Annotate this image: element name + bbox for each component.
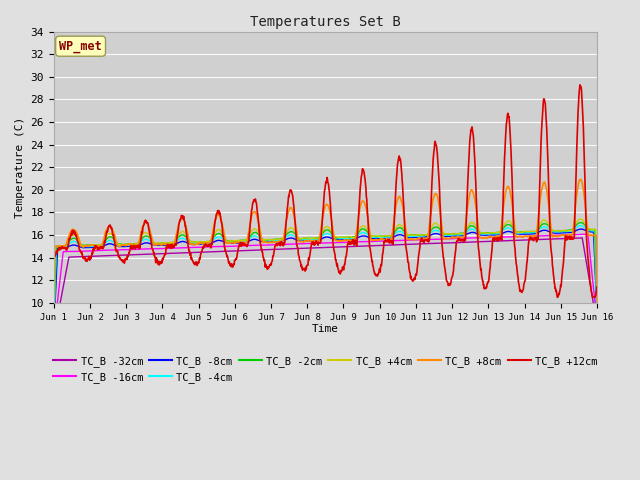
- TC_B -16cm: [410, 237, 417, 243]
- TC_B -2cm: [157, 240, 165, 246]
- TC_B +12cm: [171, 242, 179, 248]
- TC_B +8cm: [171, 240, 179, 245]
- TC_B +8cm: [529, 233, 536, 239]
- TC_B +12cm: [576, 82, 584, 88]
- TC_B -8cm: [529, 231, 536, 237]
- TC_B -16cm: [584, 231, 592, 237]
- TC_B -8cm: [157, 242, 165, 248]
- TC_B +4cm: [529, 228, 536, 234]
- TC_B -16cm: [157, 246, 165, 252]
- TC_B +12cm: [529, 235, 536, 241]
- TC_B -4cm: [593, 314, 601, 320]
- TC_B -4cm: [157, 241, 165, 247]
- TC_B -16cm: [593, 319, 601, 324]
- TC_B +12cm: [232, 256, 239, 262]
- TC_B +12cm: [157, 258, 165, 264]
- TC_B -8cm: [50, 329, 58, 335]
- TC_B -2cm: [481, 230, 488, 236]
- TC_B +12cm: [554, 294, 561, 300]
- TC_B -8cm: [232, 240, 239, 246]
- TC_B +4cm: [171, 239, 179, 245]
- TC_B -32cm: [171, 250, 179, 256]
- TC_B +12cm: [481, 285, 488, 291]
- TC_B -4cm: [577, 223, 584, 228]
- TC_B -32cm: [579, 235, 586, 241]
- TC_B +12cm: [50, 254, 58, 260]
- TC_B -4cm: [481, 231, 488, 237]
- TC_B +4cm: [593, 297, 601, 302]
- Line: TC_B -8cm: TC_B -8cm: [54, 229, 597, 332]
- TC_B -8cm: [481, 232, 488, 238]
- TC_B -4cm: [171, 240, 179, 246]
- TC_B -4cm: [232, 239, 239, 245]
- TC_B -8cm: [171, 241, 179, 247]
- Line: TC_B +12cm: TC_B +12cm: [54, 85, 597, 297]
- TC_B +12cm: [593, 284, 601, 290]
- TC_B -16cm: [171, 245, 179, 251]
- TC_B +4cm: [577, 216, 584, 222]
- TC_B -32cm: [529, 237, 536, 242]
- Text: WP_met: WP_met: [60, 40, 102, 53]
- Line: TC_B -32cm: TC_B -32cm: [54, 238, 597, 336]
- X-axis label: Time: Time: [312, 324, 339, 335]
- TC_B -4cm: [410, 233, 417, 239]
- TC_B -32cm: [481, 239, 488, 244]
- TC_B -16cm: [529, 233, 536, 239]
- TC_B +8cm: [232, 240, 239, 246]
- Title: Temperatures Set B: Temperatures Set B: [250, 15, 401, 29]
- TC_B +4cm: [157, 240, 165, 246]
- TC_B -16cm: [50, 331, 58, 336]
- TC_B +12cm: [410, 276, 417, 282]
- TC_B -32cm: [50, 334, 58, 339]
- TC_B -32cm: [593, 322, 601, 327]
- TC_B -32cm: [410, 241, 417, 247]
- TC_B +8cm: [157, 242, 165, 248]
- TC_B -2cm: [171, 239, 179, 245]
- TC_B +8cm: [50, 312, 58, 317]
- TC_B -2cm: [232, 239, 239, 244]
- TC_B -4cm: [529, 229, 536, 235]
- TC_B +4cm: [410, 232, 417, 238]
- TC_B +8cm: [410, 237, 417, 242]
- TC_B -2cm: [50, 328, 58, 334]
- Line: TC_B -16cm: TC_B -16cm: [54, 234, 597, 334]
- TC_B -8cm: [576, 226, 584, 232]
- TC_B +4cm: [50, 328, 58, 334]
- TC_B -16cm: [232, 243, 239, 249]
- Legend: TC_B -32cm, TC_B -16cm, TC_B -8cm, TC_B -4cm, TC_B -2cm, TC_B +4cm, TC_B +8cm, T: TC_B -32cm, TC_B -16cm, TC_B -8cm, TC_B …: [49, 351, 602, 387]
- TC_B +8cm: [481, 235, 488, 241]
- Line: TC_B -2cm: TC_B -2cm: [54, 223, 597, 331]
- TC_B -4cm: [50, 323, 58, 329]
- Line: TC_B +8cm: TC_B +8cm: [54, 179, 597, 314]
- Y-axis label: Temperature (C): Temperature (C): [15, 117, 25, 218]
- TC_B -8cm: [593, 312, 601, 317]
- Line: TC_B -4cm: TC_B -4cm: [54, 226, 597, 326]
- TC_B -16cm: [481, 235, 488, 240]
- TC_B +8cm: [593, 305, 601, 311]
- TC_B -2cm: [410, 232, 417, 238]
- TC_B -2cm: [593, 304, 601, 310]
- Line: TC_B +4cm: TC_B +4cm: [54, 219, 597, 331]
- TC_B -8cm: [410, 235, 417, 240]
- TC_B -32cm: [157, 251, 165, 256]
- TC_B -2cm: [577, 220, 585, 226]
- TC_B +4cm: [481, 230, 488, 236]
- TC_B -32cm: [232, 248, 239, 254]
- TC_B +8cm: [577, 176, 584, 182]
- TC_B -2cm: [529, 229, 536, 235]
- TC_B +4cm: [232, 238, 239, 244]
